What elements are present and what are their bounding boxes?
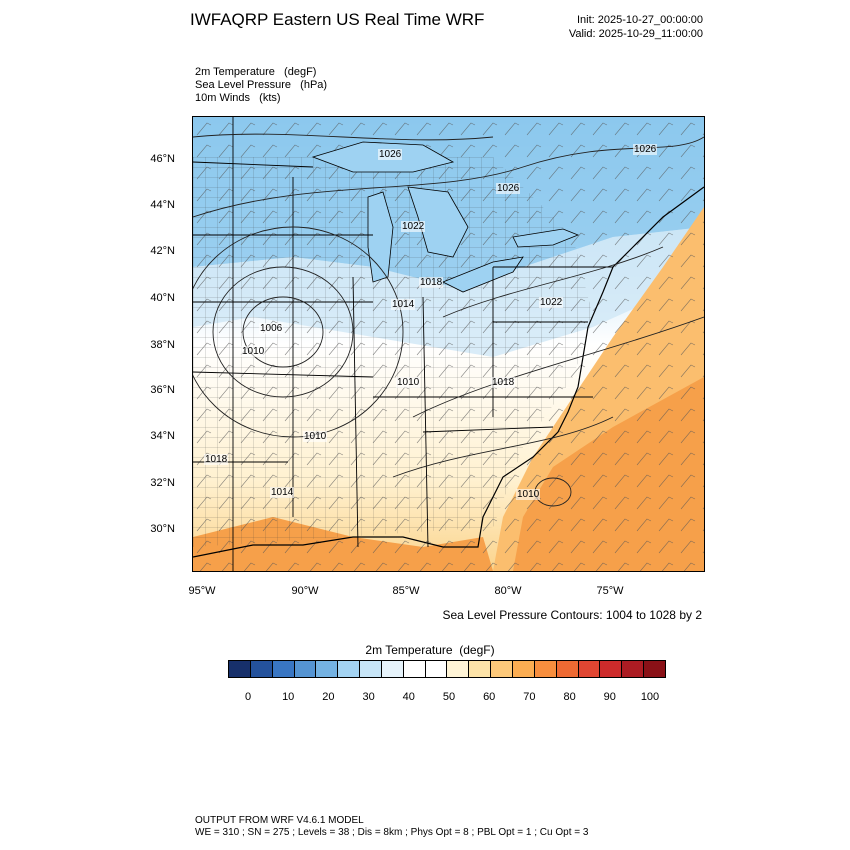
plot-title: IWFAQRP Eastern US Real Time WRF: [190, 10, 485, 29]
pressure-label: 1006: [259, 323, 284, 334]
pressure-label: 1010: [396, 377, 421, 388]
lat-tick: 42°N: [150, 245, 175, 257]
pressure-label: 1010: [303, 431, 328, 442]
lon-tick: 90°W: [291, 585, 319, 597]
lat-tick: 30°N: [150, 523, 175, 535]
colorbar-swatch: [534, 661, 557, 677]
contours-note: Sea Level Pressure Contours: 1004 to 102…: [442, 608, 703, 622]
colorbar-swatch: [512, 661, 535, 677]
pressure-label: 1018: [491, 377, 516, 388]
colorbar-swatch: [272, 661, 295, 677]
field-temperature: 2m Temperature (degF): [195, 66, 317, 78]
colorbar-swatch: [622, 661, 645, 677]
colorbar-swatch: [381, 661, 404, 677]
lon-tick: 75°W: [596, 585, 624, 597]
lat-tick: 44°N: [150, 199, 175, 211]
colorbar-swatch: [425, 661, 448, 677]
run-times: Init: 2025-10-27_00:00:00 Valid: 2025-10…: [560, 13, 703, 41]
wind-barbs: [193, 117, 704, 571]
colorbar-label: 70: [523, 691, 536, 703]
pressure-label: 1014: [391, 299, 416, 310]
lat-tick: 40°N: [150, 292, 175, 304]
colorbar-label: 50: [442, 691, 456, 703]
model-version: OUTPUT FROM WRF V4.6.1 MODEL: [195, 815, 364, 826]
lat-tick: 38°N: [150, 339, 175, 351]
lon-tick: 80°W: [494, 585, 522, 597]
colorbar-label: 80: [563, 691, 576, 703]
colorbar-swatch: [469, 661, 492, 677]
state-borders: [193, 117, 613, 571]
lake-ontario: [512, 228, 580, 248]
colorbar-swatch: [644, 661, 665, 677]
weather-map: 1026 1026 1026 1022 1018 1014 1022 1006 …: [192, 116, 705, 572]
colorbar-swatch: [229, 661, 251, 677]
colorbar-label: 40: [402, 691, 415, 703]
east-coastline: [193, 186, 704, 558]
lat-tick: 36°N: [150, 384, 175, 396]
colorbar-swatch: [600, 661, 623, 677]
pressure-label: 1026: [378, 149, 403, 160]
pressure-label: 1010: [516, 489, 541, 500]
pressure-label: 1022: [401, 221, 426, 232]
lat-tick: 46°N: [150, 153, 175, 165]
colorbar-label: 90: [603, 691, 616, 703]
colorbar-swatch: [403, 661, 426, 677]
colorbar-swatch: [316, 661, 339, 677]
pressure-label: 1022: [539, 297, 564, 308]
colorbar-label: 30: [362, 691, 375, 703]
pressure-label: 1018: [204, 454, 229, 465]
colorbar-label: 10: [282, 691, 295, 703]
pressure-label: 1010: [241, 346, 266, 357]
lon-tick: 85°W: [392, 585, 420, 597]
legend-title: 2m Temperature (degF): [365, 643, 495, 657]
colorbar-swatch: [578, 661, 601, 677]
lat-tick: 34°N: [150, 430, 175, 442]
lake-erie: [442, 256, 524, 293]
lat-tick: 32°N: [150, 477, 175, 489]
colorbar-label: 20: [322, 691, 335, 703]
colorbar-swatch: [294, 661, 317, 677]
colorbar-swatch: [447, 661, 470, 677]
colorbar-swatch: [360, 661, 382, 677]
pressure-label: 1018: [419, 277, 444, 288]
colorbar-swatch: [338, 661, 361, 677]
pressure-label: 1014: [270, 487, 295, 498]
model-footer: OUTPUT FROM WRF V4.6.1 MODEL WE = 310 ; …: [195, 815, 588, 839]
field-winds: 10m Winds (kts): [195, 92, 281, 104]
pressure-label: 1026: [496, 183, 521, 194]
field-pressure: Sea Level Pressure (hPa): [195, 79, 328, 91]
model-config: WE = 310 ; SN = 275 ; Levels = 38 ; Dis …: [195, 827, 589, 838]
lake-huron: [407, 186, 469, 258]
isobars: [193, 133, 704, 507]
init-time: Init: 2025-10-27_00:00:00: [577, 14, 703, 26]
pressure-label: 1026: [633, 144, 658, 155]
colorbar-swatch: [556, 661, 579, 677]
colorbar-swatch: [491, 661, 513, 677]
temperature-colorbar: [228, 660, 666, 678]
lake-michigan: [367, 191, 394, 283]
map-svg: [193, 117, 704, 571]
valid-time: Valid: 2025-10-29_11:00:00: [568, 28, 703, 40]
field-list: 2m Temperature (degF) Sea Level Pressure…: [195, 66, 327, 105]
colorbar-label: 60: [483, 691, 496, 703]
lon-tick: 95°W: [188, 585, 216, 597]
colorbar-label: 0: [244, 691, 252, 703]
colorbar-label: 100: [640, 691, 660, 703]
colorbar-swatch: [250, 661, 273, 677]
